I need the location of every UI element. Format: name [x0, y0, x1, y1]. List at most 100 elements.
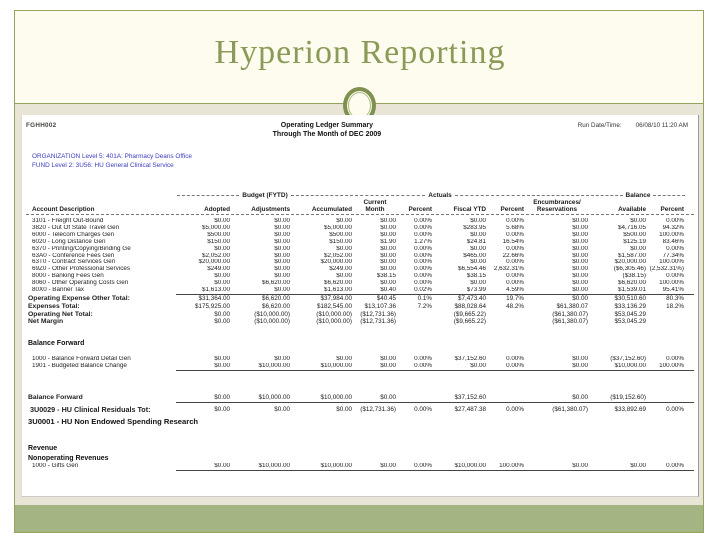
table-cell: $0.00 — [380, 218, 396, 224]
table-cell: $0.00 — [274, 245, 290, 252]
table-cell: $7,473.40 — [457, 294, 486, 302]
table-cell: $0.00 — [274, 224, 290, 231]
col-percent-1: Percent — [408, 206, 432, 213]
table-cell: $0.00 — [572, 245, 588, 252]
table-cell: $0.00 — [572, 393, 588, 401]
table-cell — [398, 318, 434, 326]
header-dashed-rule — [26, 214, 694, 215]
table-cell: ($10,000.00) — [316, 310, 352, 318]
report-table-body: 3101 - Freight Out-Bound $0.00 $0.00 $0.00 $… — [26, 218, 694, 471]
table-cell: 100.00% — [659, 259, 684, 266]
account-label: Expenses Total: — [28, 302, 80, 310]
table-cell: ($12,731.36) — [360, 318, 396, 326]
table-row: Operating Net Total: $0.00 ($10,000.00) ($1… — [26, 311, 694, 319]
table-cell: $283.95 — [463, 224, 486, 231]
table-cell: $0.00 — [572, 231, 588, 238]
table-cell: 0.1% — [417, 294, 432, 302]
col-fiscal-ytd: Fiscal YTD — [453, 206, 486, 213]
section-heading: Nonoperating Revenues — [28, 454, 109, 462]
account-label: 1000 - Gifts Gen — [32, 462, 79, 469]
table-cell: $10,000.00 — [320, 462, 352, 469]
table-cell: ($38.15) — [622, 273, 646, 280]
table-cell: $0.00 — [572, 266, 588, 273]
table-cell: 0.00% — [506, 363, 524, 370]
spacer — [26, 371, 694, 394]
table-cell: $249.00 — [207, 266, 230, 273]
table-cell: $0.00 — [214, 273, 230, 280]
table-row: 1000 - Gifts Gen $0.00 $10,000.00 $10,000.0… — [26, 463, 694, 470]
table-cell: 0.00% — [414, 224, 432, 231]
group-encumbrances-spacer — [526, 191, 590, 199]
table-cell: $0.00 — [572, 356, 588, 363]
table-cell: $0.00 — [274, 266, 290, 273]
table-cell: $24.81 — [466, 238, 486, 245]
group-budget-label: Budget (FYTD) — [242, 191, 288, 199]
table-cell: $53,045.29 — [614, 310, 646, 318]
table-cell: 0.00% — [506, 280, 524, 287]
table-cell: $0.00 — [470, 363, 486, 370]
table-cell: $0.00 — [630, 245, 646, 252]
account-label: Operating Net Total: — [28, 310, 93, 318]
report-header: FGHH002 Operating Ledger Summary Through… — [26, 122, 694, 139]
table-cell: ($10,000.00) — [254, 318, 290, 326]
col-adjustments: Adjustments — [251, 206, 290, 213]
account-label: 8000 - Banking Fees Gen — [32, 273, 104, 280]
table-row: 6000 - Telecom Charges Gen $500.00 $0.00 $5… — [26, 232, 694, 239]
table-cell: $0.00 — [380, 462, 396, 469]
table-cell: 0.00% — [414, 363, 432, 370]
table-cell: $0.00 — [470, 231, 486, 238]
table-cell: $10,000.00 — [320, 363, 352, 370]
table-cell: $5,000.00 — [201, 224, 230, 231]
table-cell: 0.00% — [506, 405, 524, 413]
account-label: 1901 - Budgeted Balance Change — [32, 363, 127, 370]
table-cell: 0.00% — [414, 231, 432, 238]
dash-line — [653, 194, 685, 196]
table-cell: 4.59% — [506, 287, 524, 294]
table-row: 80X0 - Banner Tax $1,613.00 $0.00 $1,613.00… — [26, 287, 694, 294]
table-cell: $0.00 — [214, 462, 230, 469]
table-cell: 77.34% — [662, 252, 684, 259]
table-cell: 2,632.31% — [493, 266, 524, 273]
col-available: Available — [618, 206, 646, 213]
table-cell: $0.00 — [380, 259, 396, 266]
table-cell: $0.00 — [630, 462, 646, 469]
table-cell: ($61,380.07) — [552, 405, 588, 413]
table-row: Balance Forward $0.00 $10,000.00 $10,000.00… — [26, 394, 694, 402]
table-cell: 0.00% — [414, 356, 432, 363]
table-row: 69Z0 - Other Professional Services $249.0… — [26, 266, 694, 273]
table-cell: $0.00 — [572, 280, 588, 287]
table-cell: $88,028.64 — [454, 302, 486, 310]
table-cell: (2,532.31%) — [649, 266, 684, 273]
table-cell: 0.00% — [414, 218, 432, 224]
table-cell: ($6,305.46) — [613, 266, 646, 273]
table-cell: $0.00 — [380, 245, 396, 252]
table-cell: $0.00 — [380, 231, 396, 238]
table-cell: 1.27% — [414, 238, 432, 245]
table-cell: $10,000.00 — [614, 363, 646, 370]
dash-line — [290, 194, 353, 196]
section-heading: Revenue — [28, 444, 58, 452]
table-cell: ($9,665.22) — [453, 310, 486, 318]
table-cell: $150.00 — [329, 238, 352, 245]
table-cell: 0.00% — [414, 280, 432, 287]
table-cell: $30,510.60 — [614, 294, 646, 302]
table-cell: $38.15 — [376, 273, 396, 280]
table-cell: $0.00 — [274, 287, 290, 294]
table-cell — [488, 318, 526, 326]
slide-title: Hyperion Reporting — [214, 34, 506, 71]
table-cell: $6,620.00 — [261, 302, 290, 310]
table-row: 1901 - Budgeted Balance Change $0.00 $10,0… — [26, 363, 694, 370]
table-cell: $0.00 — [214, 363, 230, 370]
table-row: 63T0 - Contract Services Gen $20,000.00 $0… — [26, 259, 694, 266]
account-label: 6000 - Telecom Charges Gen — [32, 231, 115, 238]
dash-line — [527, 194, 589, 196]
table-cell: $0.00 — [214, 280, 230, 287]
table-cell: $4,716.05 — [617, 224, 646, 231]
run-datetime: Run Date/Time: 06/08/10 11:20 AM — [477, 122, 694, 129]
table-cell: $37,984.00 — [320, 294, 352, 302]
table-cell: $0.00 — [274, 252, 290, 259]
table-cell: 100.00% — [499, 462, 524, 469]
table-cell: 0.00% — [414, 245, 432, 252]
table-cell: $31,364.00 — [198, 294, 230, 302]
